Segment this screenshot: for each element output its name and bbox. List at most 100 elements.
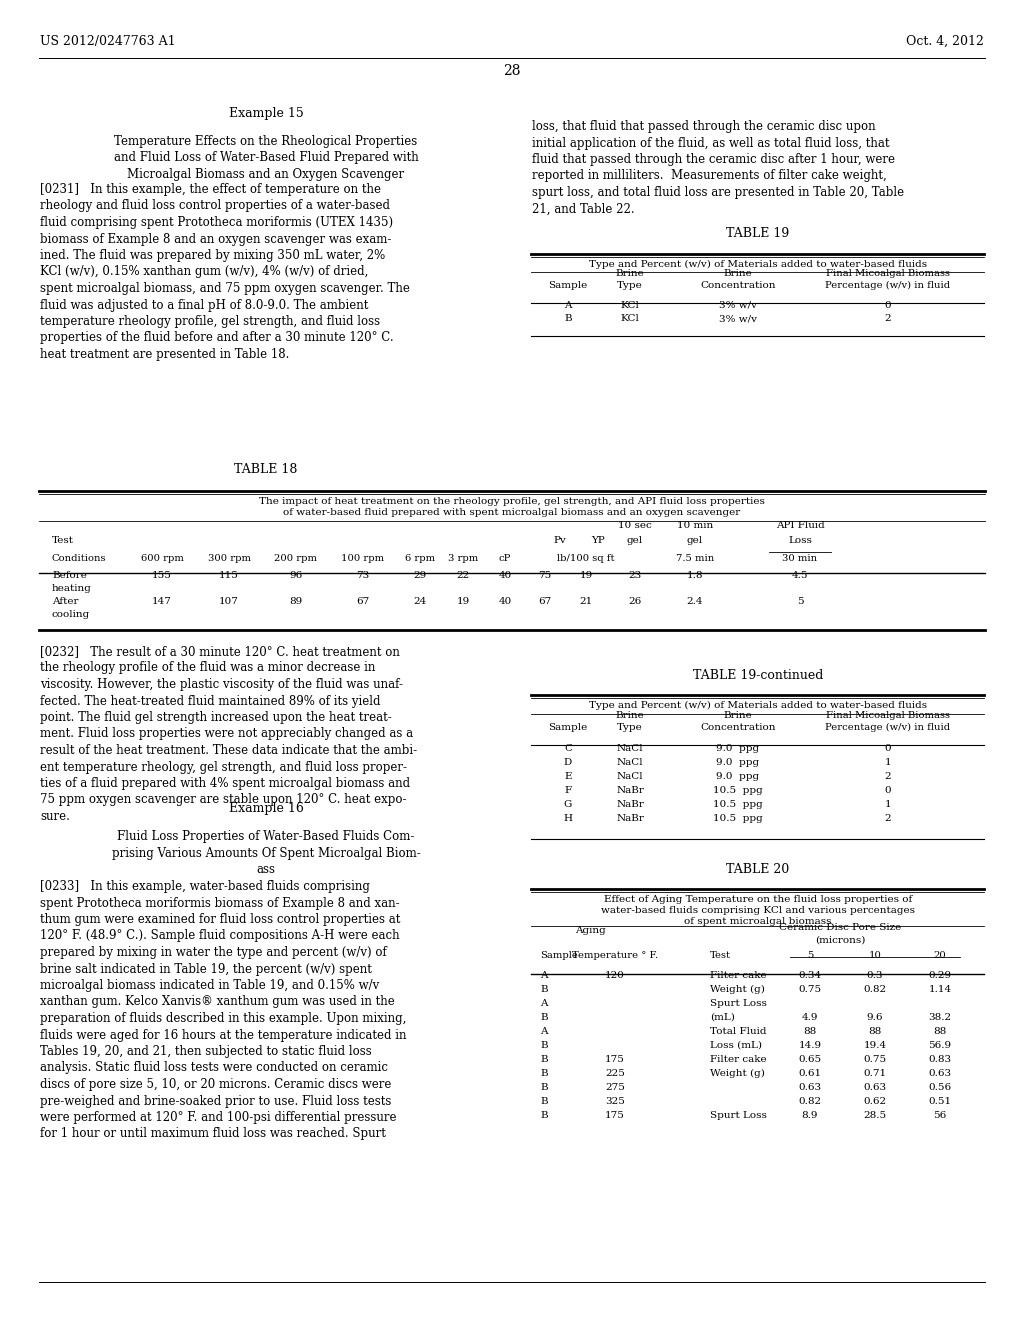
Text: 4.9: 4.9: [802, 1012, 818, 1022]
Text: 0.34: 0.34: [799, 972, 821, 979]
Text: 155: 155: [152, 572, 172, 579]
Text: 0.82: 0.82: [799, 1097, 821, 1106]
Text: Sample: Sample: [549, 281, 588, 290]
Text: Type: Type: [617, 281, 643, 290]
Text: 0: 0: [885, 301, 891, 310]
Text: 0.61: 0.61: [799, 1069, 821, 1078]
Text: B: B: [540, 1097, 548, 1106]
Text: NaBr: NaBr: [616, 785, 644, 795]
Text: (mL): (mL): [710, 1012, 735, 1022]
Text: Conditions: Conditions: [52, 554, 106, 564]
Text: 29: 29: [414, 572, 427, 579]
Text: 0.75: 0.75: [863, 1055, 887, 1064]
Text: 2.4: 2.4: [687, 597, 703, 606]
Text: Example 16: Example 16: [228, 803, 303, 814]
Text: 0.71: 0.71: [863, 1069, 887, 1078]
Text: gel: gel: [687, 536, 703, 545]
Text: Oct. 4, 2012: Oct. 4, 2012: [906, 36, 984, 48]
Text: A: A: [540, 999, 548, 1008]
Text: 0.56: 0.56: [929, 1082, 951, 1092]
Text: 88: 88: [933, 1027, 946, 1036]
Text: B: B: [540, 1082, 548, 1092]
Text: 96: 96: [290, 572, 303, 579]
Text: D: D: [564, 758, 572, 767]
Text: 40: 40: [499, 572, 512, 579]
Text: 0.51: 0.51: [929, 1097, 951, 1106]
Text: 10.5  ppg: 10.5 ppg: [713, 814, 763, 822]
Text: YP: YP: [591, 536, 605, 545]
Text: 325: 325: [605, 1097, 625, 1106]
Text: 38.2: 38.2: [929, 1012, 951, 1022]
Text: Type and Percent (w/v) of Materials added to water-based fluids: Type and Percent (w/v) of Materials adde…: [589, 701, 927, 710]
Text: KCl: KCl: [621, 301, 639, 310]
Text: 4.5: 4.5: [792, 572, 808, 579]
Text: NaBr: NaBr: [616, 800, 644, 809]
Text: Concentration: Concentration: [700, 723, 776, 733]
Text: 10 sec: 10 sec: [618, 521, 652, 531]
Text: Filter cake: Filter cake: [710, 1055, 767, 1064]
Text: 275: 275: [605, 1082, 625, 1092]
Text: 23: 23: [629, 572, 642, 579]
Text: H: H: [563, 814, 572, 822]
Text: lb/100 sq ft: lb/100 sq ft: [557, 554, 614, 564]
Text: B: B: [540, 1111, 548, 1119]
Text: Before: Before: [52, 572, 87, 579]
Text: 0.75: 0.75: [799, 985, 821, 994]
Text: Ceramic Disc Pore Size: Ceramic Disc Pore Size: [779, 923, 901, 932]
Text: 10: 10: [868, 950, 882, 960]
Text: 9.0  ppg: 9.0 ppg: [717, 758, 760, 767]
Text: 0: 0: [885, 785, 891, 795]
Text: 26: 26: [629, 597, 642, 606]
Text: B: B: [540, 1069, 548, 1078]
Text: 67: 67: [539, 597, 552, 606]
Text: 100 rpm: 100 rpm: [341, 554, 385, 564]
Text: 3% w/v: 3% w/v: [719, 301, 757, 310]
Text: Test: Test: [52, 536, 74, 545]
Text: 10.5  ppg: 10.5 ppg: [713, 785, 763, 795]
Text: Sample: Sample: [549, 723, 588, 733]
Text: Type and Percent (w/v) of Materials added to water-based fluids: Type and Percent (w/v) of Materials adde…: [589, 260, 927, 269]
Text: Brine: Brine: [724, 711, 753, 719]
Text: 147: 147: [152, 597, 172, 606]
Text: NaCl: NaCl: [616, 772, 643, 781]
Text: E: E: [564, 772, 571, 781]
Text: 6 rpm: 6 rpm: [404, 554, 435, 564]
Text: 10 min: 10 min: [677, 521, 713, 531]
Text: Type: Type: [617, 723, 643, 733]
Text: C: C: [564, 744, 572, 752]
Text: 0.83: 0.83: [929, 1055, 951, 1064]
Text: NaCl: NaCl: [616, 758, 643, 767]
Text: US 2012/0247763 A1: US 2012/0247763 A1: [40, 36, 176, 48]
Text: Effect of Aging Temperature on the fluid loss properties of
water-based fluids c: Effect of Aging Temperature on the fluid…: [601, 895, 915, 927]
Text: 75: 75: [539, 572, 552, 579]
Text: 1: 1: [885, 800, 891, 809]
Text: 19: 19: [580, 572, 593, 579]
Text: 120: 120: [605, 972, 625, 979]
Text: A: A: [540, 972, 548, 979]
Text: B: B: [540, 1041, 548, 1049]
Text: Total Fluid: Total Fluid: [710, 1027, 767, 1036]
Text: Brine: Brine: [615, 711, 644, 719]
Text: 1.14: 1.14: [929, 985, 951, 994]
Text: 7.5 min: 7.5 min: [676, 554, 714, 564]
Text: B: B: [540, 1055, 548, 1064]
Text: Test: Test: [710, 950, 731, 960]
Text: NaCl: NaCl: [616, 744, 643, 752]
Text: 225: 225: [605, 1069, 625, 1078]
Text: B: B: [564, 314, 571, 323]
Text: Brine: Brine: [724, 269, 753, 279]
Text: 19: 19: [457, 597, 470, 606]
Text: 5: 5: [807, 950, 813, 960]
Text: cooling: cooling: [52, 610, 90, 619]
Text: NaBr: NaBr: [616, 814, 644, 822]
Text: 2: 2: [885, 314, 891, 323]
Text: 200 rpm: 200 rpm: [274, 554, 317, 564]
Text: 0.63: 0.63: [929, 1069, 951, 1078]
Text: [0232]   The result of a 30 minute 120° C. heat treatment on
the rheology profil: [0232] The result of a 30 minute 120° C.…: [40, 645, 417, 822]
Text: 67: 67: [356, 597, 370, 606]
Text: 3% w/v: 3% w/v: [719, 314, 757, 323]
Text: 0: 0: [885, 744, 891, 752]
Text: Fluid Loss Properties of Water-Based Fluids Com-
prising Various Amounts Of Spen: Fluid Loss Properties of Water-Based Flu…: [112, 830, 421, 876]
Text: 28: 28: [503, 63, 521, 78]
Text: F: F: [564, 785, 571, 795]
